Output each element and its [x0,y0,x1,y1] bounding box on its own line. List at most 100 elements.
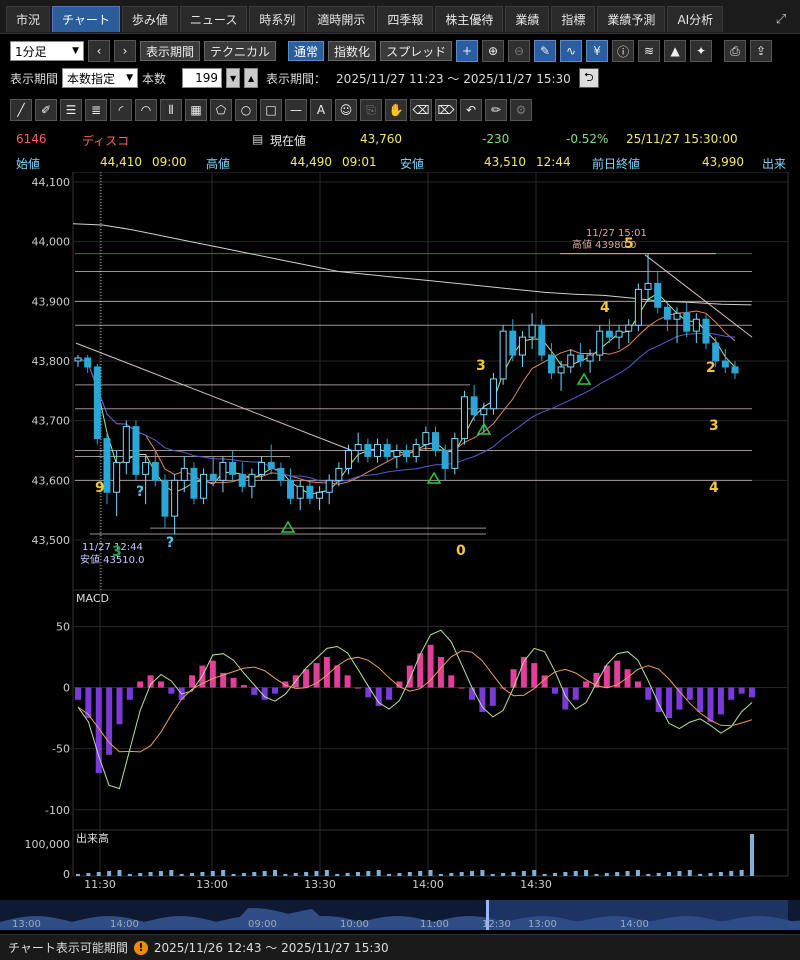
candle-body [267,461,275,469]
crosshair-icon[interactable]: + [456,40,479,62]
candle-body [518,336,526,356]
volume-tick-label: 0 [63,868,70,881]
info-icon[interactable]: ⓘ [612,40,635,62]
range-selection[interactable] [488,900,788,930]
macd-series: 50 0 -50 -100 [45,620,788,817]
macd-histogram-bar [624,669,631,688]
macd-histogram-bar [479,687,486,712]
marker-tool-icon[interactable]: ✐ [35,99,57,121]
range-handle-left[interactable] [486,900,489,930]
prev-icon[interactable]: ‹ [88,40,110,62]
tab-forecast[interactable]: 業績予測 [597,6,666,32]
hline-tool-icon[interactable]: — [285,99,307,121]
volume-bar [459,872,464,876]
tab-market[interactable]: 市況 [6,6,51,32]
candle-body [209,473,217,481]
line-tool-icon[interactable]: ╱ [10,99,32,121]
redo-tool-icon[interactable]: ✏ [485,99,507,121]
wrench-icon[interactable]: ✦ [690,40,713,62]
count-input[interactable]: 199 [182,68,223,88]
macd-histogram-bar [323,657,330,688]
index-button[interactable]: 指数化 [328,41,377,61]
volume-bar [314,871,319,876]
grid-tool-icon[interactable]: ▦ [185,99,207,121]
volume-bar [283,874,288,876]
tab-chart[interactable]: チャート [52,6,120,32]
technical-button[interactable]: テクニカル [204,41,277,61]
macd-histogram-bar [531,663,538,688]
print-icon[interactable]: ⎙ [724,40,747,62]
low-value: 43,510 [484,155,526,169]
count-down-icon[interactable]: ▼ [226,68,241,88]
circle-tool-icon[interactable]: ○ [235,99,257,121]
pen-icon[interactable]: ✎ [534,40,557,62]
hand-tool-icon[interactable]: ✋ [385,99,407,121]
eraser-tool-icon[interactable]: ⌫ [410,99,432,121]
count-up-icon[interactable]: ▲ [244,68,259,88]
pentagon-tool-icon[interactable]: ⬠ [210,99,232,121]
erase-all-icon[interactable]: ⌦ [435,99,457,121]
tab-tick[interactable]: 歩み値 [121,6,178,32]
price-chart[interactable]: 44,100 44,000 43,900 43,800 43,700 43,600 43,5… [0,172,800,934]
volume-bar [293,873,298,876]
buy-signal-marker [426,471,442,484]
volume-bar [86,873,91,876]
tab-results[interactable]: 業績 [505,6,550,32]
display-period-value: 2025/11/27 11:23 ～ 2025/11/27 15:30 [336,71,571,86]
next-icon[interactable]: › [114,40,136,62]
volume-bar [604,873,609,876]
undo-icon[interactable]: ↶ [460,99,482,121]
zoom-in-icon[interactable]: ⊕ [482,40,505,62]
tab-disclosure[interactable]: 適時開示 [307,6,376,32]
fan-tool-icon[interactable]: ◜ [110,99,132,121]
current-label: 現在値 [270,134,307,148]
icon-tool-icon[interactable]: ☺ [335,99,357,121]
display-period-button[interactable]: 表示期間 [140,41,201,61]
candle-body [277,467,285,481]
candle-body [383,444,391,457]
parallel-lines-icon[interactable]: ≣ [85,99,107,121]
volume-bar [449,873,454,876]
tab-timeseries[interactable]: 時系列 [249,6,306,32]
volume-bar [376,870,381,876]
low-annotation-text: 安値 43510.0 [80,553,145,566]
time-tick-label: 13:00 [196,878,228,891]
tab-shikiho[interactable]: 四季報 [377,6,434,32]
refresh-icon[interactable]: ⮌ [578,68,599,88]
tab-news[interactable]: ニュース [179,6,248,32]
candle-body [605,330,613,338]
macd-histogram-bar [334,665,341,688]
wave-icon[interactable]: ∿ [560,40,583,62]
copy-tool-icon[interactable]: ⎘ [360,99,382,121]
macd-histogram-bar [126,687,133,700]
spread-button[interactable]: スプレッド [380,41,453,61]
normal-button[interactable]: 通常 [288,41,325,61]
arc-tool-icon[interactable]: ◠ [135,99,157,121]
tab-ai[interactable]: AI分析 [667,6,724,32]
candle-body [499,330,507,380]
open-label: 始値 [16,157,41,171]
period-mode-select[interactable]: 本数指定 ▼ [62,68,139,88]
tab-benefits[interactable]: 株主優待 [435,6,504,32]
tab-indicators[interactable]: 指標 [551,6,596,32]
zoom-out-icon[interactable]: ⊖ [508,40,531,62]
time-tick-label: 14:00 [412,878,444,891]
volume-bar [521,871,526,876]
trendline [75,342,353,451]
interval-select[interactable]: 1分足 ▼ [10,41,84,61]
export-icon[interactable]: ⇪ [750,40,773,62]
vertical-lines-icon[interactable]: ⦀ [160,99,182,121]
volume-tick-label: 100,000 [25,838,71,851]
macd-histogram-bar [583,681,590,688]
yen-icon[interactable]: ¥ [586,40,609,62]
mountain-chart-icon[interactable]: ▲ [664,40,687,62]
rectangle-tool-icon[interactable]: □ [260,99,282,121]
settings-tool-icon[interactable]: ⚙ [510,99,532,121]
moving-average-icon[interactable]: ≋ [638,40,661,62]
macd-histogram-bar [489,687,496,706]
horizontal-lines-icon[interactable]: ☰ [60,99,82,121]
expand-icon[interactable]: ⤢ [775,12,787,27]
candle-body [403,450,410,457]
text-tool-icon[interactable]: A [310,99,332,121]
volume-bar [252,872,257,876]
